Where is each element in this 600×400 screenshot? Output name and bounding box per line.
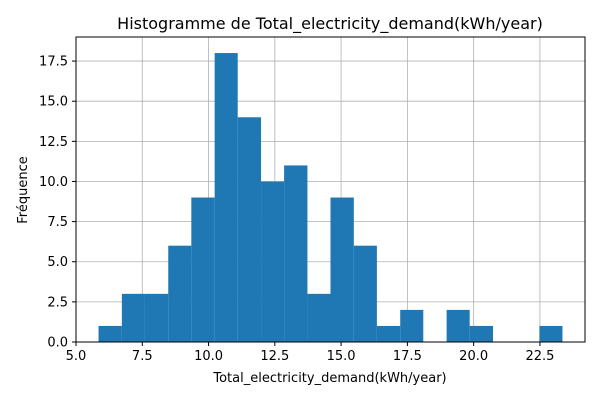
histogram-bar <box>539 325 563 342</box>
histogram-bar <box>261 181 285 342</box>
y-tick-label: 10.0 <box>39 175 68 190</box>
x-axis-label: Total_electricity_demand(kWh/year) <box>212 371 446 386</box>
histogram-bar <box>121 293 145 342</box>
histogram-bar <box>469 325 494 342</box>
y-tick-label: 2.5 <box>47 295 68 310</box>
histogram-bar <box>307 293 331 342</box>
x-tick-label: 22.5 <box>525 349 554 364</box>
histogram-bar <box>237 117 262 343</box>
x-tick-label: 17.5 <box>393 349 422 364</box>
histogram-bar <box>214 53 238 342</box>
y-axis-ticks: 0.0 2.5 5.0 7.5 10.0 12.5 15.0 17.5 <box>39 55 76 351</box>
x-axis-ticks: 5.0 7.5 10.0 12.5 15.0 17.5 20.0 22.5 <box>66 342 554 364</box>
y-tick-label: 5.0 <box>47 255 68 270</box>
histogram-bar <box>98 325 122 342</box>
y-tick-label: 17.5 <box>39 55 68 70</box>
y-tick-label: 0.0 <box>47 336 68 351</box>
x-tick-label: 5.0 <box>66 349 87 364</box>
x-tick-label: 10.0 <box>194 349 223 364</box>
histogram-bar <box>400 309 424 342</box>
y-axis-label: Fréquence <box>16 156 31 223</box>
y-tick-label: 7.5 <box>47 215 68 230</box>
x-tick-label: 7.5 <box>132 349 153 364</box>
x-tick-label: 20.0 <box>459 349 488 364</box>
histogram-bar <box>168 245 192 342</box>
histogram-bar <box>330 197 354 342</box>
x-tick-label: 15.0 <box>327 349 356 364</box>
y-tick-label: 15.0 <box>39 95 68 110</box>
histogram-bar <box>284 165 308 342</box>
chart-title: Histogramme de Total_electricity_demand(… <box>117 14 543 34</box>
plot-frame <box>75 36 586 343</box>
histogram-bars <box>98 53 563 343</box>
histogram-bar <box>144 293 169 342</box>
histogram-bar <box>353 245 377 342</box>
histogram-bar <box>191 197 215 342</box>
y-tick-label: 12.5 <box>39 135 68 150</box>
x-tick-label: 12.5 <box>260 349 289 364</box>
histogram-bar <box>376 325 401 342</box>
histogram-bar <box>446 309 470 342</box>
